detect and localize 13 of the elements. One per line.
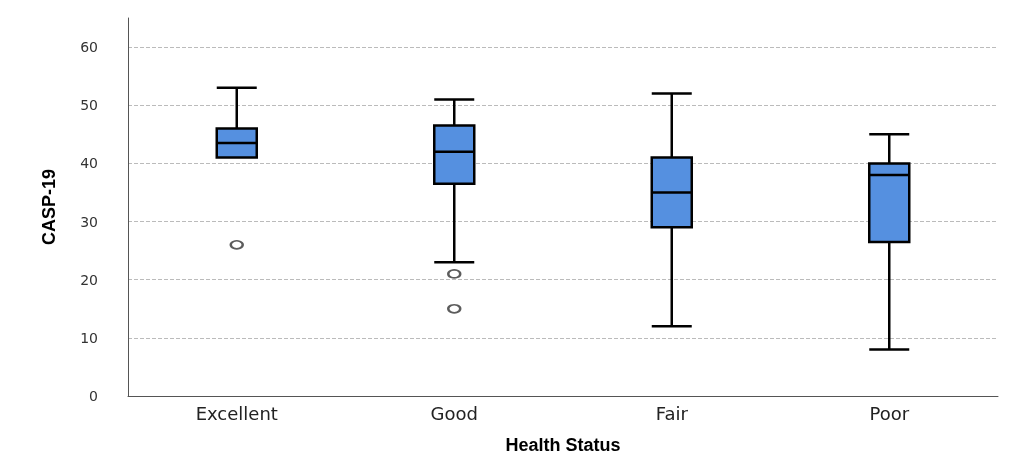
y-axis-title: CASP-19 [39,168,59,246]
x-tick-label: Poor [869,402,910,424]
x-tick-label: Excellent [195,402,278,424]
x-tick-label: Good [430,402,478,424]
y-tick-label: 10 [80,329,98,346]
y-tick-label: 30 [80,213,98,230]
y-tick-label: 20 [80,271,98,288]
x-tick-label: Fair [655,402,689,424]
x-axis-title: Health Status [505,435,621,455]
y-tick-label: 0 [89,388,98,404]
y-tick-label: 40 [80,155,98,172]
y-tick-label: 60 [80,39,98,56]
y-tick-label: 50 [80,97,98,114]
